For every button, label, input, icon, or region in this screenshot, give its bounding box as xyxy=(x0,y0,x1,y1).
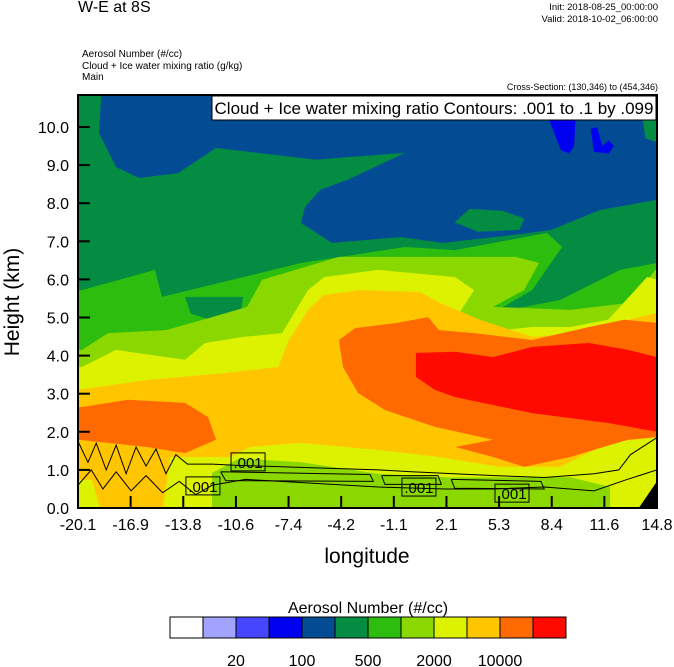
contour-line xyxy=(78,437,657,479)
y-tick-label: 3.0 xyxy=(47,387,69,404)
contour-label-box xyxy=(230,452,266,472)
time-info: Init: 2018-08-25_00:00:00 Valid: 2018-10… xyxy=(541,2,658,26)
colorbar-label: 100 xyxy=(289,653,316,667)
subtitle-main: Main xyxy=(82,72,104,83)
y-tick-label: 5.0 xyxy=(47,311,69,328)
level-11-region xyxy=(415,343,657,432)
contour-label: .001 xyxy=(233,455,262,472)
contour-label-box xyxy=(401,477,437,497)
y-tick-label: 8.0 xyxy=(47,196,69,213)
x-tick-label: -7.4 xyxy=(275,517,303,534)
x-tick-label: -20.1 xyxy=(60,517,97,534)
x-tick-label: -4.2 xyxy=(327,517,355,534)
colorbar-swatch xyxy=(532,616,567,639)
contour-label-box xyxy=(185,476,221,496)
plot-title: W-E at 8S xyxy=(78,0,151,16)
x-tick-label: 5.3 xyxy=(488,517,510,534)
filled-contours xyxy=(78,95,657,508)
x-tick-label: 14.8 xyxy=(641,517,672,534)
colorbar-swatch xyxy=(400,616,435,639)
x-tick-label: -10.6 xyxy=(218,517,255,534)
level-10-region xyxy=(78,399,217,454)
contour-line xyxy=(220,471,375,482)
colorbar-swatch xyxy=(235,616,270,639)
contour-label: .001 xyxy=(404,480,433,497)
colorbar-swatch xyxy=(169,616,204,639)
contour-line xyxy=(78,469,657,496)
colorbar-swatch xyxy=(301,616,336,639)
colorbar-title: Aerosol Number (#/cc) xyxy=(288,600,448,617)
level-3-region xyxy=(590,127,614,154)
colorbar-swatch xyxy=(334,616,369,639)
y-tick-label: 7.0 xyxy=(47,234,69,251)
colorbar-swatch xyxy=(202,616,237,639)
cloud-contours: .001 .001 .001 .001 xyxy=(78,437,657,503)
colorbar-swatch xyxy=(268,616,303,639)
plot-frame xyxy=(77,94,658,509)
colorbar: 20 100 500 2000 10000 xyxy=(169,616,567,667)
subtitle-cloud: Cloud + Ice water mixing ratio (g/kg) xyxy=(82,60,243,72)
x-tick-label: 2.1 xyxy=(435,517,457,534)
contour-label-box xyxy=(494,483,530,503)
x-axis-title: longitude xyxy=(324,545,409,568)
x-tick-label: -16.9 xyxy=(112,517,149,534)
x-tick-label: 8.4 xyxy=(541,517,563,534)
contour-info-text: Cloud + Ice water mixing ratio Contours:… xyxy=(215,99,654,118)
colorbar-label: 500 xyxy=(355,653,382,667)
x-tick-label: 11.6 xyxy=(589,517,619,534)
contour-label: .001 xyxy=(188,479,217,496)
y-axis-title: Height (km) xyxy=(1,248,24,357)
missing-data-region xyxy=(638,481,657,508)
axes: -20.1 -16.9 -13.8 -10.6 -7.4 -4.2 -1.1 2.1 5.3 8.… xyxy=(38,120,673,534)
init-time: Init: 2018-08-25_00:00:00 xyxy=(549,2,658,13)
colorbar-swatch xyxy=(433,616,468,639)
level-7-region xyxy=(212,458,611,508)
y-tick-label: 4.0 xyxy=(47,349,69,366)
field-subtitles: Aerosol Number (#/cc) Cloud + Ice water … xyxy=(82,49,242,84)
level-4-region xyxy=(99,95,657,243)
colorbar-swatch xyxy=(499,616,534,639)
y-tick-label: 0.0 xyxy=(47,501,69,518)
contour-line xyxy=(381,475,443,485)
level-5-region xyxy=(454,208,525,232)
x-tick-label: -13.8 xyxy=(165,517,202,534)
y-tick-label: 2.0 xyxy=(47,425,69,442)
y-tick-label: 10.0 xyxy=(38,120,69,137)
contour-line xyxy=(450,478,545,490)
colorbar-label: 20 xyxy=(227,653,245,667)
x-tick-label: -1.1 xyxy=(380,517,408,534)
y-tick-label: 1.0 xyxy=(47,463,69,480)
colorbar-label: 10000 xyxy=(478,653,523,667)
contour-label: .001 xyxy=(497,486,526,503)
colorbar-swatch xyxy=(367,616,402,639)
colorbar-label: 2000 xyxy=(416,653,452,667)
subtitle-aerosol: Aerosol Number (#/cc) xyxy=(82,49,183,60)
colorbar-swatch xyxy=(466,616,501,639)
valid-time: Valid: 2018-10-02_06:00:00 xyxy=(541,14,658,25)
cross-section-label: Cross-Section: (130,346) to (454,346) xyxy=(506,82,658,92)
contour-info-box xyxy=(211,95,657,121)
level-3-region xyxy=(547,115,576,154)
y-tick-label: 9.0 xyxy=(47,158,69,175)
y-tick-label: 6.0 xyxy=(47,272,69,289)
